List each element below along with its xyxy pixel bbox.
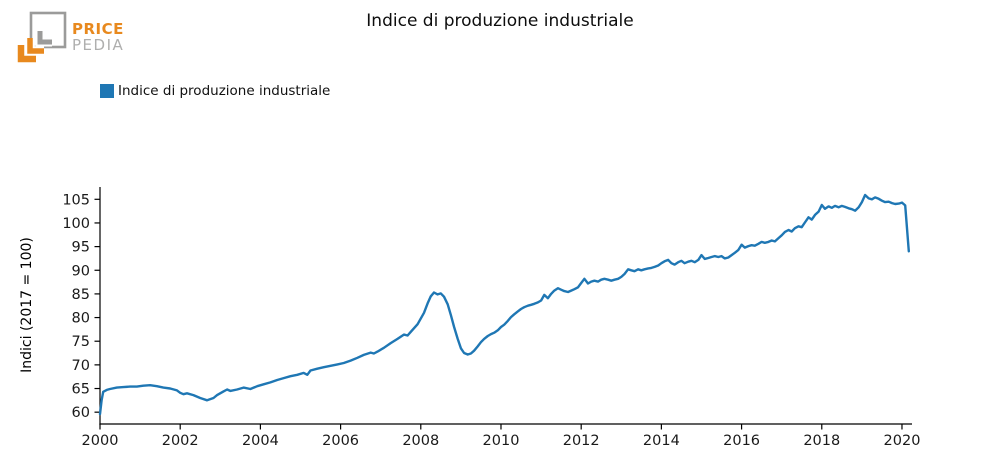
y-axis-label: Indici (2017 = 100) <box>19 237 35 373</box>
y-tick-label: 65 <box>72 382 90 398</box>
y-tick-label: 75 <box>72 334 90 350</box>
x-tick-label: 2016 <box>723 433 760 449</box>
x-tick-label: 2008 <box>402 433 439 449</box>
x-tick-label: 2002 <box>162 433 199 449</box>
x-tick-label: 2018 <box>803 433 840 449</box>
x-tick-label: 2000 <box>82 433 119 449</box>
y-tick-label: 60 <box>72 405 90 421</box>
logo-word-price: PRICE <box>72 19 124 38</box>
series-line <box>98 193 910 416</box>
pricepedia-logo: PRICE PEDIA <box>16 8 176 66</box>
x-tick-label: 2010 <box>483 433 520 449</box>
y-tick-label: 95 <box>72 240 90 256</box>
pricepedia-logo-icon <box>16 11 67 64</box>
y-tick-label: 105 <box>62 192 90 208</box>
logo-word-pedia: PEDIA <box>72 35 125 54</box>
x-tick-label: 2014 <box>643 433 680 449</box>
y-tick-label: 80 <box>72 311 90 327</box>
x-tick-label: 2006 <box>322 433 359 449</box>
pricepedia-logo-text: PRICE PEDIA <box>72 19 125 54</box>
y-tick-label: 90 <box>72 263 90 279</box>
legend-swatch <box>100 84 114 98</box>
y-tick-label: 85 <box>72 287 90 303</box>
legend-label: Indice di produzione industriale <box>118 83 331 99</box>
x-tick-label: 2020 <box>884 433 921 449</box>
legend: Indice di produzione industriale <box>100 83 330 99</box>
y-tick-label: 70 <box>72 358 90 374</box>
y-tick-label: 100 <box>62 216 90 232</box>
x-tick-label: 2004 <box>242 433 279 449</box>
chart-title: Indice di produzione industriale <box>366 11 634 31</box>
x-tick-label: 2012 <box>563 433 600 449</box>
